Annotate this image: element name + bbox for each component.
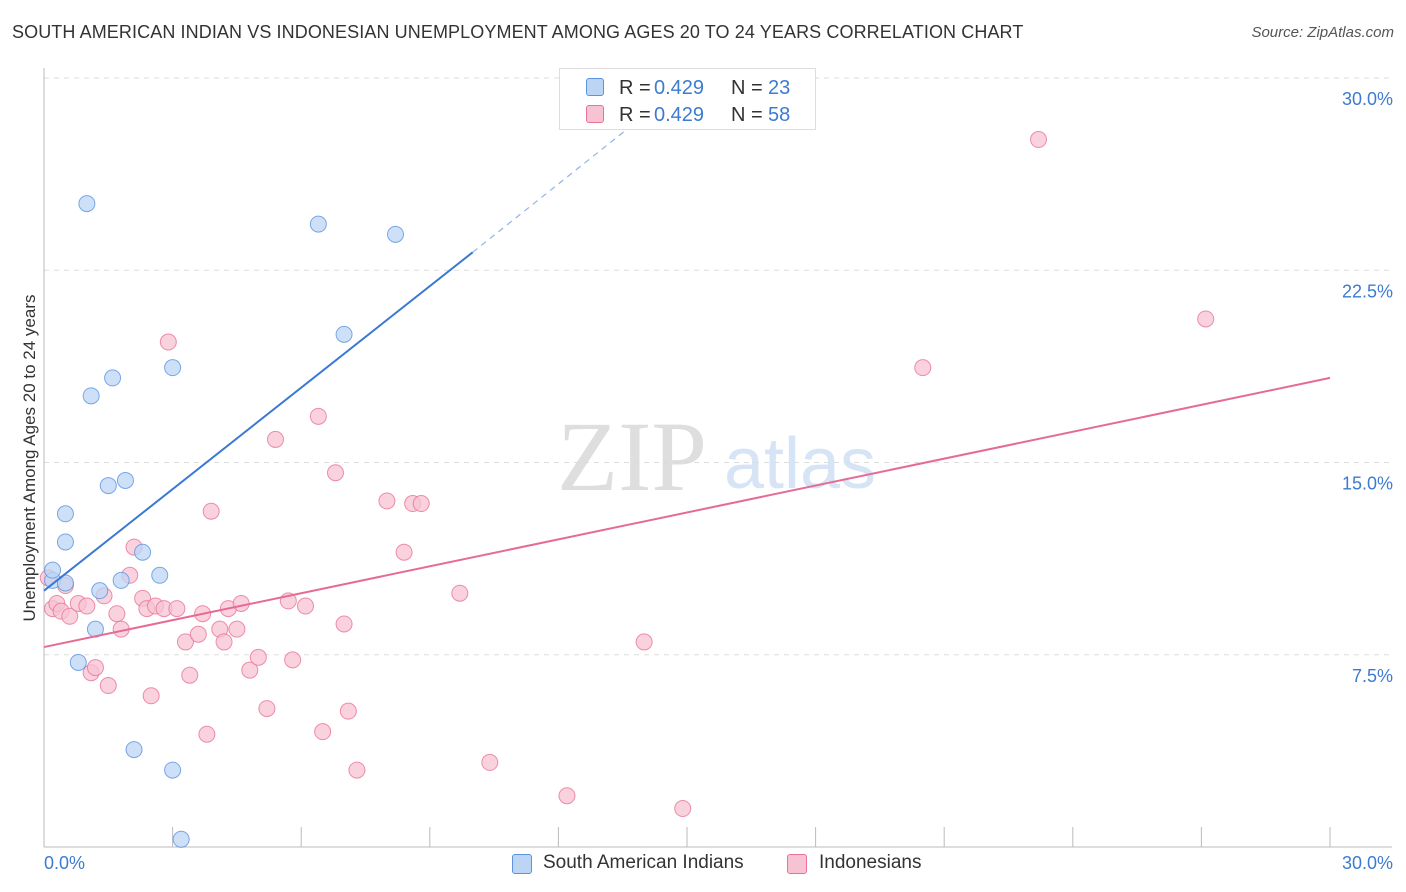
indonesian-point — [481, 753, 499, 771]
south-american-point — [69, 653, 87, 671]
indonesian-point — [378, 492, 396, 510]
south-american-point — [78, 195, 96, 213]
south-american-trend-line — [43, 251, 474, 592]
south-american-point — [44, 561, 62, 579]
indonesian-point — [232, 594, 250, 612]
x-tick-label: 30.0% — [1342, 853, 1393, 873]
indonesian-point — [326, 464, 344, 482]
tick-labels: 7.5% 15.0% 22.5% 30.0% 0.0% 30.0% — [44, 89, 1393, 873]
indonesian-point — [309, 407, 327, 425]
indonesian-point — [78, 597, 96, 615]
indonesian-point — [181, 666, 199, 684]
watermark-atlas: atlas — [724, 424, 876, 504]
chart-title: SOUTH AMERICAN INDIAN VS INDONESIAN UNEM… — [12, 22, 1024, 42]
south-american-point — [104, 369, 122, 387]
legend-r-value: 0.429 — [654, 104, 705, 126]
indonesian-point — [215, 633, 233, 651]
correlation-legend: R = 0.429 N = 23 R = 0.429 N = 58 — [559, 68, 816, 130]
indonesian-point — [142, 687, 160, 705]
gridlines — [44, 77, 1392, 656]
y-tick-label: 30.0% — [1342, 89, 1393, 109]
south-american-point — [125, 741, 143, 759]
south-american-point — [172, 830, 190, 848]
axes — [43, 68, 1392, 848]
south-american-point — [164, 761, 182, 779]
south-american-point — [309, 215, 327, 233]
indonesian-point — [335, 615, 353, 633]
y-axis-label: Unemployment Among Ages 20 to 24 years — [20, 294, 39, 622]
indonesian-point — [348, 761, 366, 779]
indonesian-point — [202, 502, 220, 520]
legend-swatch-blue — [586, 78, 604, 96]
series-label-south-american: South American Indians — [543, 852, 744, 873]
indonesian-point — [451, 584, 469, 602]
south-american-point — [335, 325, 353, 343]
indonesian-point — [159, 333, 177, 351]
legend-r-value: 0.429 — [654, 77, 705, 99]
indonesian-point — [395, 543, 413, 561]
legend-n-label: N = — [731, 77, 763, 99]
indonesian-point — [1030, 131, 1048, 149]
south-american-trend-extension — [472, 98, 666, 253]
indonesian-point — [266, 430, 284, 448]
indonesian-point — [176, 633, 194, 651]
series-swatch-south-american — [512, 854, 532, 874]
indonesian-point — [189, 625, 207, 643]
indonesian-point — [412, 495, 430, 513]
south-american-point — [82, 387, 100, 405]
indonesian-point — [258, 700, 276, 718]
data-points — [39, 131, 1215, 848]
indonesian-point — [1197, 310, 1215, 328]
indonesian-point — [339, 702, 357, 720]
legend-n-value: 58 — [768, 104, 791, 126]
indonesian-point — [108, 605, 126, 623]
legend-r-label: R = — [619, 104, 651, 126]
indonesian-point — [296, 597, 314, 615]
x-tick-label: 0.0% — [44, 853, 85, 873]
y-tick-label: 22.5% — [1342, 281, 1393, 301]
south-american-point — [99, 477, 117, 495]
indonesian-point — [674, 800, 692, 818]
indonesian-point — [198, 725, 216, 743]
south-american-point — [56, 533, 74, 551]
source-label: Source: ZipAtlas.com — [1251, 24, 1394, 41]
south-american-point — [134, 543, 152, 561]
south-american-point — [164, 359, 182, 377]
legend-swatch-pink — [586, 105, 604, 123]
y-tick-label: 15.0% — [1342, 474, 1393, 494]
indonesian-point — [241, 661, 259, 679]
legend-r-label: R = — [619, 77, 651, 99]
legend-n-value: 23 — [768, 77, 791, 99]
indonesian-point — [914, 359, 932, 377]
indonesian-point — [99, 677, 117, 695]
south-american-point — [112, 571, 130, 589]
indonesian-point — [635, 633, 653, 651]
indonesian-point — [314, 723, 332, 741]
indonesian-point — [228, 620, 246, 638]
indonesian-point — [558, 787, 576, 805]
y-tick-label: 7.5% — [1352, 666, 1393, 686]
indonesian-point — [61, 607, 79, 625]
watermark-zip: ZIP — [557, 401, 707, 512]
legend-n-label: N = — [731, 104, 763, 126]
south-american-point — [116, 471, 134, 489]
south-american-point — [151, 566, 169, 584]
indonesian-point — [86, 659, 104, 677]
series-label-indonesian: Indonesians — [819, 852, 922, 873]
south-american-point — [91, 582, 109, 600]
south-american-point — [387, 225, 405, 243]
south-american-point — [56, 505, 74, 523]
indonesian-point — [168, 600, 186, 618]
watermark: ZIP atlas — [557, 401, 876, 512]
indonesian-trend-line — [43, 376, 1331, 649]
series-swatch-indonesian — [787, 854, 807, 874]
indonesian-point — [249, 648, 267, 666]
indonesian-point — [284, 651, 302, 669]
trend-lines — [43, 98, 1331, 649]
